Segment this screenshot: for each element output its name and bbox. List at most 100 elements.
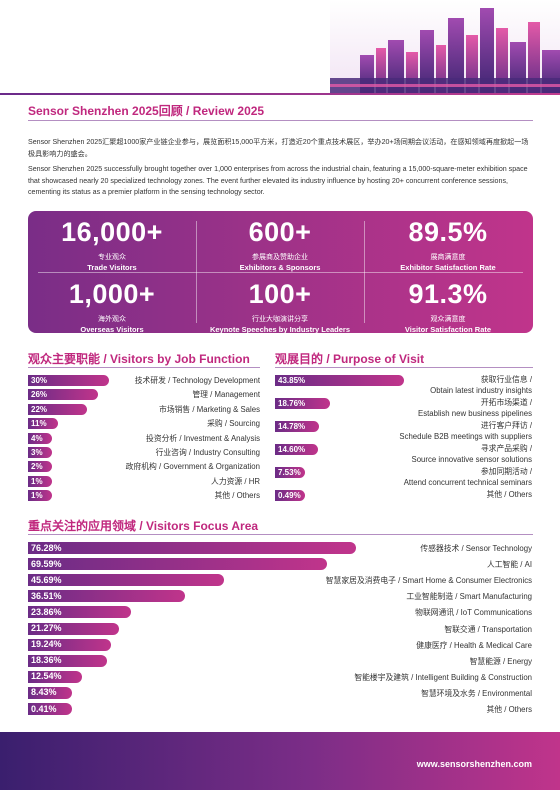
focus-area-divider [28,534,533,535]
purpose-bar-value: 18.76% [278,399,306,408]
focus-bar [28,638,111,651]
focus-bar [28,686,72,699]
focus-bar-value: 8.43% [31,687,57,698]
job-bar [28,403,88,415]
purpose-bar-value: 14.60% [278,445,306,454]
stat-label-en: Keynote Speeches by Industry Leaders [209,325,351,334]
stats-panel: 16,000+ 专业观众 Trade Visitors 600+ 参展商及赞助企… [28,211,533,334]
job-bar-value: 1% [31,491,43,501]
stat-exhibitors: 600+ 参展商及赞助企业 Exhibitors & Sponsors [196,217,364,272]
focus-bar [28,574,225,587]
stat-value: 89.5% [408,217,488,247]
purpose-bar [275,398,331,409]
stat-label-cn: 参展商及赞助企业 [252,254,308,261]
stat-overseas-visitors: 1,000+ 海外观众 Overseas Visitors [28,279,196,334]
purpose-bar-label: 获取行业信息 / [480,375,532,384]
purpose-divider [275,367,533,368]
job-bar-value: 30% [31,376,48,385]
focus-area-title: 重点关注的应用领域 / Visitors Focus Area [28,519,259,533]
stat-exhibitor-satisfaction: 89.5% 展商满意度 Exhibitor Satisfaction Rate [364,217,532,272]
focus-bar [28,703,72,715]
website-link[interactable]: www.sensorshenzhen.com [416,759,532,769]
header-banner [0,0,560,95]
stat-value: 1,000+ [68,279,156,309]
purpose-bar [275,421,319,432]
purpose-bar-label: 开拓市场渠道 / [480,398,532,407]
focus-bar-value: 69.59% [31,558,62,569]
stat-label-en: Exhibitor Satisfaction Rate [400,263,496,272]
job-bar-label: 采购 / Sourcing [207,419,260,429]
focus-bar-label: 人工智能 / AI [486,560,532,570]
focus-bar-label: 智慧环境及水务 / Environmental [421,688,532,698]
focus-bar-value: 19.24% [31,639,62,650]
job-bar-value: 2% [31,462,43,472]
job-bar-label: 行业咨询 / Industry Consulting [155,448,260,457]
focus-bar-label: 其他 / Others [486,705,533,714]
job-bar-value: 22% [31,404,48,414]
focus-bar [28,590,185,603]
job-function-title: 观众主要职能 / Visitors by Job Function [28,352,250,366]
job-bar [28,447,52,458]
job-bar-label: 管理 / Management [192,390,260,400]
stats-divider [38,272,523,273]
job-bar [28,490,52,502]
purpose-bar-label-en: Obtain latest industry insights [430,386,532,395]
job-bar-label: 市场销售 / Marketing & Sales [159,404,260,414]
purpose-bar [275,444,319,455]
purpose-bar [275,467,305,478]
job-bar [28,475,52,487]
focus-bar-value: 45.69% [31,574,62,585]
purpose-bar [275,490,305,501]
stat-trade-visitors: 16,000+ 专业观众 Trade Visitors [28,217,196,272]
job-bar-value: 3% [31,448,43,457]
stat-label-cn: 展商满意度 [430,254,466,261]
purpose-bar-label-en: Source innovative sensor solutions [411,455,533,464]
header-divider [0,93,560,95]
stat-label-en: Overseas Visitors [80,325,144,334]
stat-value: 600+ [248,217,312,247]
purpose-bar-label-en: Establish new business pipelines [418,409,532,418]
job-bar-value: 1% [31,476,43,486]
city-skyline-image [330,0,560,95]
job-function-divider [28,367,260,368]
purpose-title: 观展目的 / Purpose of Visit [275,352,425,366]
stat-label-en: Visitor Satisfaction Rate [404,325,492,334]
purpose-bar-label: 进行客户拜访 / [480,421,532,430]
job-bar-value: 4% [31,433,43,443]
focus-bar-value: 0.41% [31,703,57,714]
review-text-en: Sensor Shenzhen 2025 successfully brough… [28,165,528,196]
stat-label-cn: 观众满意度 [430,316,466,323]
focus-bar-label: 物联网通讯 / IoT Communications [415,608,532,618]
job-bar-label: 其他 / Others [214,491,261,501]
focus-bar-value: 12.54% [31,671,62,682]
stat-visitor-satisfaction: 91.3% 观众满意度 Visitor Satisfaction Rate [364,279,532,334]
purpose-bar-label: 其他 / Others [486,490,533,499]
job-bar [28,418,58,430]
footer-band: www.sensorshenzhen.com [0,732,560,790]
job-bar-value: 11% [31,419,47,429]
focus-bar [28,654,107,667]
purpose-bar-label-en: Schedule B2B meetings with suppliers [399,432,532,441]
purpose-bar-label: 参加同期活动 / [480,467,532,476]
review-divider [28,120,533,121]
purpose-bar [275,375,405,386]
review-title: Sensor Shenzhen 2025回顾 / Review 2025 [28,104,265,118]
focus-bar [28,542,356,554]
review-text-cn: Sensor Shenzhen 2025汇聚超1000家产业链企业参与，展览面积… [28,138,529,158]
stat-label-en: Exhibitors & Sponsors [239,263,321,272]
focus-bar-value: 36.51% [31,590,62,601]
job-bar-label: 技术研发 / Technology Development [134,376,260,385]
focus-bar-label: 传感器技术 / Sensor Technology [420,544,532,553]
stat-label-cn: 海外观众 [98,316,126,323]
focus-bar [28,606,131,619]
purpose-bar-value: 43.85% [278,376,306,385]
job-bar [28,389,99,401]
focus-bar-value: 18.36% [31,655,62,666]
stat-value: 91.3% [408,279,488,309]
stat-keynote-speeches: 100+ 行业大咖演讲分享 Keynote Speeches by Indust… [196,279,364,334]
focus-bar-label: 智慧能源 / Energy [469,656,532,666]
job-bar-label: 人力资源 / HR [211,476,260,486]
purpose-bar-value: 14.78% [278,422,306,431]
stats-divider [196,221,197,323]
job-bar [28,461,52,473]
